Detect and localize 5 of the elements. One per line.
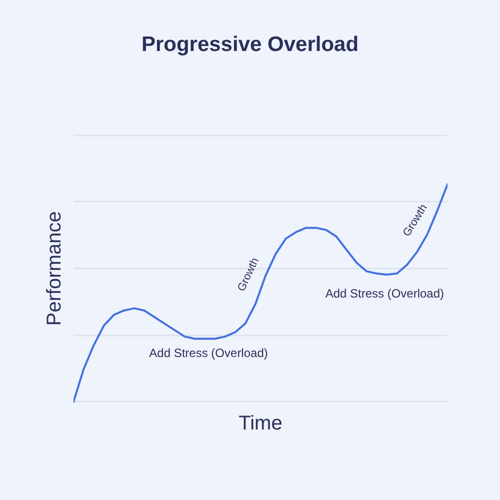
annotation: Add Stress (Overload)	[325, 286, 444, 301]
x-axis-title: Time	[238, 412, 282, 434]
y-axis-title: Performance	[44, 211, 66, 326]
annotation: Add Stress (Overload)	[149, 346, 268, 360]
chart-title: Progressive Overload	[141, 32, 359, 58]
